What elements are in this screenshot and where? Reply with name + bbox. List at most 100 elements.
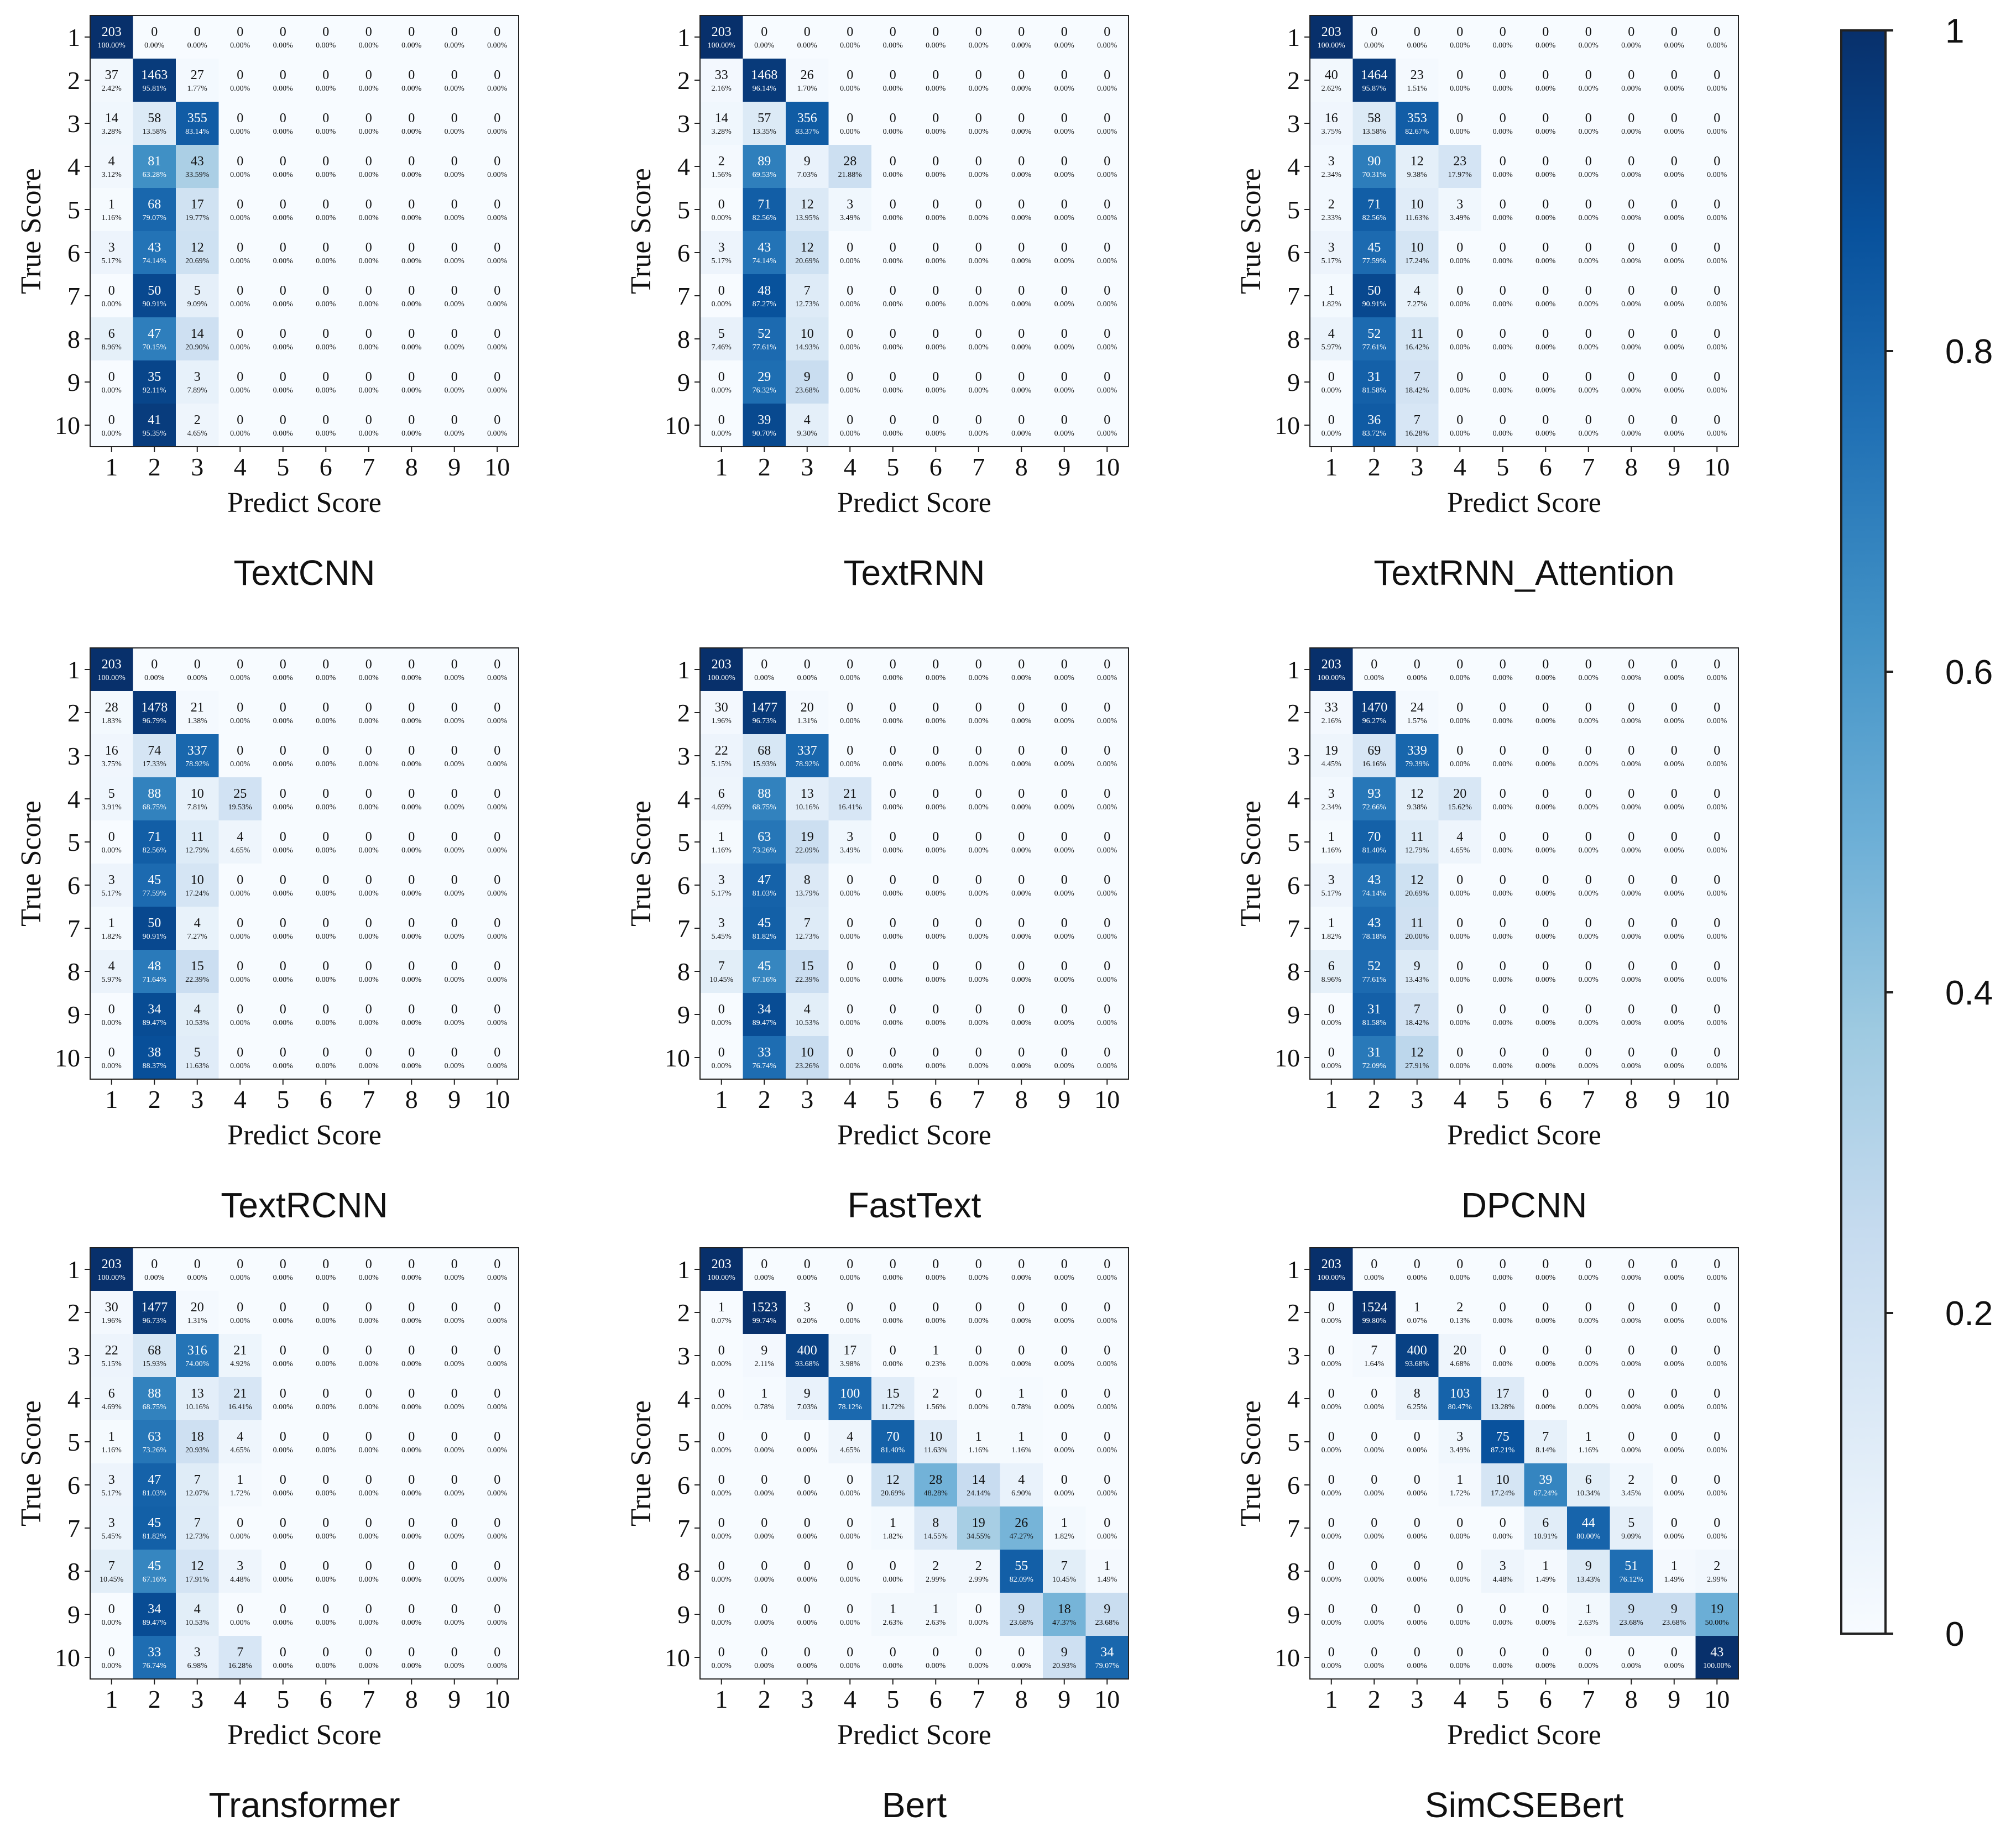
matrix-cell <box>347 1291 390 1335</box>
matrix-cell <box>1396 777 1439 821</box>
cell-count: 0 <box>1104 413 1110 427</box>
cell-percent: 0.00% <box>1535 85 1556 93</box>
x-tick-label: 9 <box>448 453 461 481</box>
cell-count: 0 <box>1061 1430 1068 1444</box>
matrix-cell <box>1438 691 1482 735</box>
cell-count: 23 <box>1411 68 1424 82</box>
cell-percent: 0.00% <box>840 85 860 93</box>
matrix-cell <box>304 231 348 275</box>
cell-percent: 10.53% <box>185 1619 210 1627</box>
cell-count: 0 <box>365 1045 372 1060</box>
cell-percent: 0.00% <box>1054 1019 1075 1027</box>
cell-percent: 1.96% <box>102 1317 122 1325</box>
matrix-cell <box>390 950 434 993</box>
matrix-cell <box>1438 777 1482 821</box>
matrix-cell <box>1310 274 1353 318</box>
cell-percent: 74.14% <box>1362 890 1387 898</box>
cell-count: 0 <box>932 327 939 341</box>
cell-percent: 88.37% <box>143 1062 167 1070</box>
cell-count: 9 <box>1061 1645 1068 1660</box>
cell-percent: 4.65% <box>187 430 208 438</box>
cell-count: 0 <box>1456 327 1463 341</box>
matrix-title: TextRNN_Attention <box>1373 553 1674 593</box>
y-tick-label: 1 <box>1287 23 1300 51</box>
matrix-cell <box>1043 360 1086 404</box>
cell-percent: 0.00% <box>712 386 732 395</box>
x-tick-label: 8 <box>1625 453 1638 481</box>
matrix-cell <box>176 1036 219 1080</box>
matrix-cell <box>1352 691 1396 735</box>
y-tick-label: 10 <box>1275 1644 1300 1672</box>
cell-percent: 0.00% <box>1011 760 1032 768</box>
cell-count: 39 <box>758 413 771 427</box>
cell-percent: 0.00% <box>1097 1360 1117 1368</box>
cell-count: 1463 <box>141 68 168 82</box>
cell-count: 0 <box>975 327 982 341</box>
cell-percent: 0.00% <box>840 717 860 725</box>
cell-count: 0 <box>1714 787 1720 801</box>
cell-percent: 1.16% <box>102 214 122 222</box>
cell-percent: 79.07% <box>143 214 167 222</box>
y-axis-label: True Score <box>1235 1400 1267 1526</box>
matrix-cell <box>1567 648 1610 692</box>
matrix-cell <box>1653 777 1696 821</box>
cell-percent: 0.00% <box>487 674 508 682</box>
cell-count: 3 <box>718 873 725 887</box>
cell-count: 0 <box>1500 1257 1506 1272</box>
cell-percent: 20.93% <box>185 1446 210 1455</box>
matrix-cell <box>1653 993 1696 1037</box>
cell-count: 0 <box>451 959 458 974</box>
matrix-cell <box>871 907 915 950</box>
confusion-matrix-bert: 203100.00%00.00%00.00%00.00%00.00%00.00%… <box>625 1247 1129 1825</box>
cell-percent: 0.00% <box>359 1317 379 1325</box>
matrix-cell <box>1653 648 1696 692</box>
cell-percent: 0.07% <box>1407 1317 1428 1325</box>
cell-percent: 0.00% <box>230 430 250 438</box>
cell-percent: 0.00% <box>1364 1403 1385 1411</box>
cell-percent: 0.00% <box>1621 257 1642 265</box>
cell-count: 0 <box>280 657 286 672</box>
cell-count: 0 <box>408 25 415 39</box>
cell-percent: 0.00% <box>273 717 294 725</box>
cell-count: 0 <box>1542 197 1549 212</box>
cell-percent: 0.00% <box>445 803 465 812</box>
cell-percent: 0.00% <box>1579 717 1599 725</box>
matrix-cell <box>347 820 390 864</box>
cell-percent: 0.00% <box>1322 1360 1342 1368</box>
matrix-cell <box>828 1036 872 1080</box>
cell-percent: 78.12% <box>838 1403 863 1411</box>
cell-count: 0 <box>932 1002 939 1017</box>
cell-count: 0 <box>1628 959 1634 974</box>
cell-count: 0 <box>280 1257 286 1272</box>
cell-percent: 0.00% <box>1493 803 1513 812</box>
matrix-cell <box>1043 648 1086 692</box>
cell-percent: 0.00% <box>401 1403 422 1411</box>
cell-percent: 0.00% <box>1493 171 1513 179</box>
matrix-cell <box>1310 59 1353 102</box>
matrix-cell <box>1610 404 1653 447</box>
cell-count: 0 <box>932 1257 939 1272</box>
cell-percent: 0.00% <box>1707 717 1727 725</box>
cell-count: 43 <box>1710 1645 1723 1660</box>
cell-percent: 4.68% <box>1450 1360 1470 1368</box>
colorbar-tick-label: 0.4 <box>1945 974 1993 1012</box>
cell-percent: 0.00% <box>1664 674 1685 682</box>
cell-percent: 6.25% <box>1407 1403 1428 1411</box>
matrix-cell <box>786 188 829 232</box>
cell-percent: 0.00% <box>883 1576 903 1584</box>
cell-percent: 0.00% <box>712 1019 732 1027</box>
cell-count: 0 <box>237 68 243 82</box>
x-axis-label: Predict Score <box>837 1719 991 1751</box>
cell-percent: 0.00% <box>1097 674 1117 682</box>
cell-count: 0 <box>237 959 243 974</box>
cell-percent: 1.82% <box>1054 1532 1075 1541</box>
cell-percent: 72.66% <box>1362 803 1387 812</box>
cell-count: 0 <box>1542 787 1549 801</box>
cell-percent: 0.00% <box>273 300 294 308</box>
x-tick-label: 1 <box>1325 1085 1338 1113</box>
cell-count: 0 <box>1061 1387 1068 1401</box>
matrix-cell <box>1396 317 1439 361</box>
cell-percent: 0.00% <box>316 85 336 93</box>
cell-count: 43 <box>191 154 204 169</box>
matrix-cell <box>1695 231 1739 275</box>
